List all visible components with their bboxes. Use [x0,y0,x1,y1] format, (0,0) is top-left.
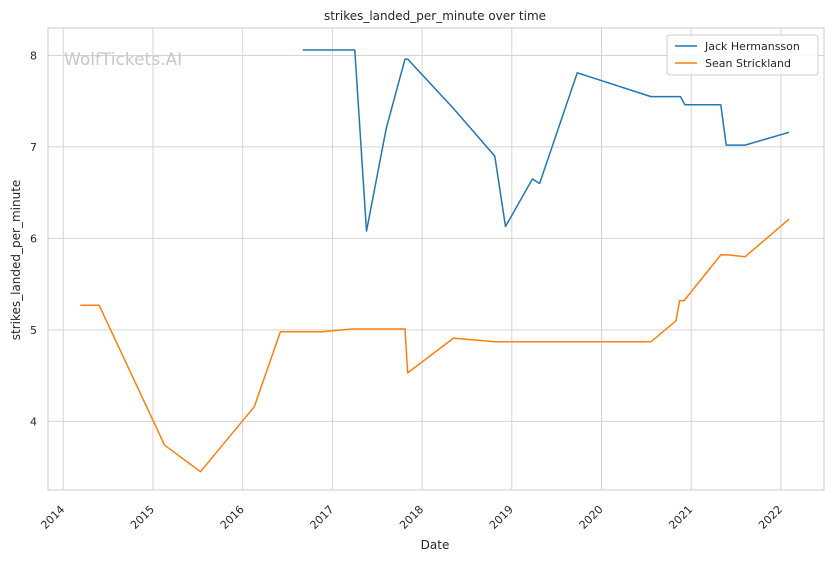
y-tick-label-5: 5 [30,324,37,337]
axes-frame [47,27,825,491]
y-tick-label-6: 6 [30,232,37,245]
legend: Jack Hermansson Sean Strickland [666,34,819,76]
y-tick-label-8: 8 [30,49,37,62]
y-axis-label: strikes_landed_per_minute [9,180,23,341]
legend-label-1: Jack Hermansson [704,40,800,53]
series-line-1 [302,49,790,232]
plot-frame [47,27,825,491]
y-tick-label-7: 7 [30,141,37,154]
y-tick-label-4: 4 [30,415,37,428]
legend-box [666,34,819,76]
series-layer [80,49,790,473]
series-line-2 [80,218,790,473]
watermark-text: WolfTickets.AI [64,50,182,70]
x-axis-label: Date [421,538,450,552]
legend-label-2: Sean Strickland [705,57,791,70]
chart-title: strikes_landed_per_minute over time [324,9,546,23]
